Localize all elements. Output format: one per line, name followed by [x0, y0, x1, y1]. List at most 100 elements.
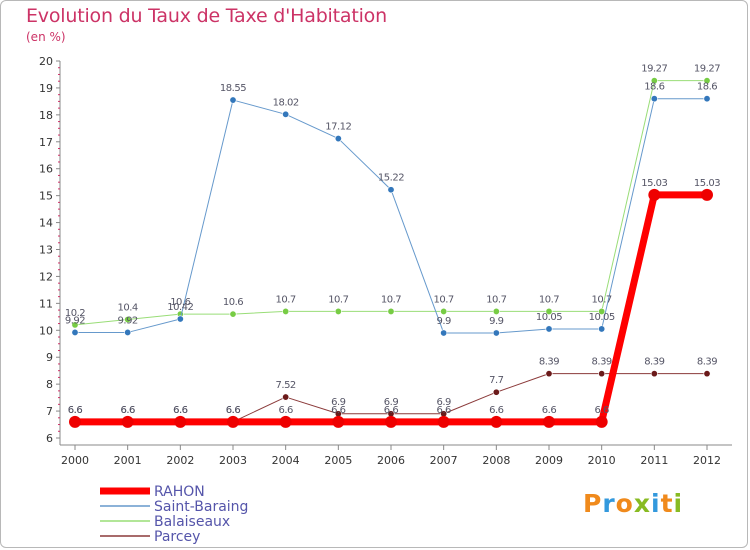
data-point: [279, 415, 292, 428]
data-point: [648, 188, 661, 201]
legend-label: Parcey: [154, 529, 200, 545]
data-label: 19.27: [694, 64, 720, 75]
x-tick-label: 2002: [166, 454, 194, 467]
data-label: 10.05: [589, 312, 615, 323]
data-point: [650, 370, 658, 378]
chart-title: Evolution du Taux de Taxe d'Habitation: [26, 5, 387, 27]
data-label: 6.6: [384, 405, 399, 416]
data-label: 15.22: [378, 173, 404, 184]
logo-letter: x: [633, 489, 651, 518]
series-balaiseaux: [71, 77, 711, 329]
legend-label: Balaiseaux: [154, 514, 230, 530]
data-point: [334, 135, 342, 143]
data-point: [437, 415, 450, 428]
data-point: [492, 329, 500, 337]
data-label: 10.7: [381, 294, 401, 305]
logo-letter: i: [673, 489, 684, 518]
data-point: [282, 393, 290, 401]
data-point: [545, 307, 553, 315]
data-point: [332, 415, 345, 428]
data-label: 18.6: [644, 82, 664, 93]
y-tick-label: 12: [39, 270, 53, 283]
data-label: 15.03: [641, 178, 667, 189]
data-point: [598, 325, 606, 333]
data-label: 6.6: [68, 405, 83, 416]
data-label: 17.12: [325, 122, 351, 133]
data-label: 8.39: [697, 357, 717, 368]
data-point: [387, 307, 395, 315]
data-label: 10.05: [536, 312, 562, 323]
data-label: 10.7: [434, 294, 454, 305]
data-point: [545, 370, 553, 378]
y-tick-label: 20: [39, 55, 53, 68]
x-tick-label: 2010: [588, 454, 616, 467]
data-point: [387, 186, 395, 194]
data-label: 6.9: [384, 397, 399, 408]
y-tick-label: 17: [39, 136, 53, 149]
data-point: [703, 370, 711, 378]
x-tick-label: 2007: [430, 454, 458, 467]
data-label: 6.6: [489, 405, 504, 416]
data-point: [440, 329, 448, 337]
data-label: 9.92: [118, 315, 138, 326]
data-label: 6.6: [120, 405, 135, 416]
data-label: 6.6: [68, 405, 83, 416]
data-label: 8.39: [539, 357, 559, 368]
data-label: 10.7: [592, 294, 612, 305]
data-label: 18.55: [220, 83, 246, 94]
data-label: 6.6: [278, 405, 293, 416]
data-point: [282, 307, 290, 315]
y-tick-label: 11: [39, 297, 53, 310]
data-label: 6.9: [331, 397, 346, 408]
data-point: [69, 415, 81, 428]
data-label: 8.39: [592, 357, 612, 368]
logo-letter: o: [615, 489, 634, 518]
logo-letter: i: [651, 489, 661, 518]
data-point: [227, 415, 239, 428]
x-tick-label: 2011: [640, 454, 668, 467]
data-point: [71, 321, 79, 329]
data-point: [703, 95, 711, 103]
y-tick-label: 15: [39, 190, 53, 203]
data-label: 10.7: [328, 294, 348, 305]
y-tick-label: 6: [46, 432, 53, 445]
data-point: [121, 415, 134, 428]
logo-letter: t: [660, 489, 674, 518]
data-point: [703, 77, 711, 85]
data-label: 10.2: [65, 308, 85, 319]
legend-label: Saint-Baraing: [154, 499, 248, 515]
x-tick-label: 2004: [272, 454, 300, 467]
data-label: 6.6: [226, 405, 241, 416]
x-tick-label: 2000: [61, 454, 89, 467]
data-label: 6.6: [226, 405, 241, 416]
logo-letter: r: [602, 489, 616, 518]
data-point: [650, 95, 658, 103]
data-label: 19.27: [641, 64, 667, 75]
data-label: 6.6: [120, 405, 135, 416]
data-point: [174, 415, 187, 428]
y-tick-label: 10: [39, 324, 53, 337]
y-tick-label: 19: [39, 82, 53, 95]
data-point: [71, 328, 79, 336]
data-label: 18.02: [273, 97, 299, 108]
data-label: 10.6: [223, 297, 243, 308]
series-layer: [69, 77, 713, 428]
y-tick-label: 16: [39, 163, 53, 176]
data-label: 9.9: [436, 316, 451, 327]
data-label: 6.9: [436, 397, 451, 408]
data-label: 10.7: [539, 294, 559, 305]
data-label: 8.39: [644, 357, 664, 368]
data-label: 6.6: [173, 405, 188, 416]
data-labels: 6.6 6.6 6.6 6.6 7.52 6.9 6.9 6.9 7.7 8.39 8.39 8.39…: [65, 64, 721, 416]
y-tick-label: 8: [46, 378, 53, 391]
data-point: [124, 316, 132, 324]
data-point: [701, 188, 713, 201]
data-point: [490, 415, 503, 428]
y-tick-label: 13: [39, 244, 53, 257]
x-tick-label: 2005: [324, 454, 352, 467]
data-point: [598, 370, 606, 378]
data-label: 9.92: [65, 315, 85, 326]
data-label: 6.6: [173, 405, 188, 416]
data-label: 6.6: [542, 405, 557, 416]
